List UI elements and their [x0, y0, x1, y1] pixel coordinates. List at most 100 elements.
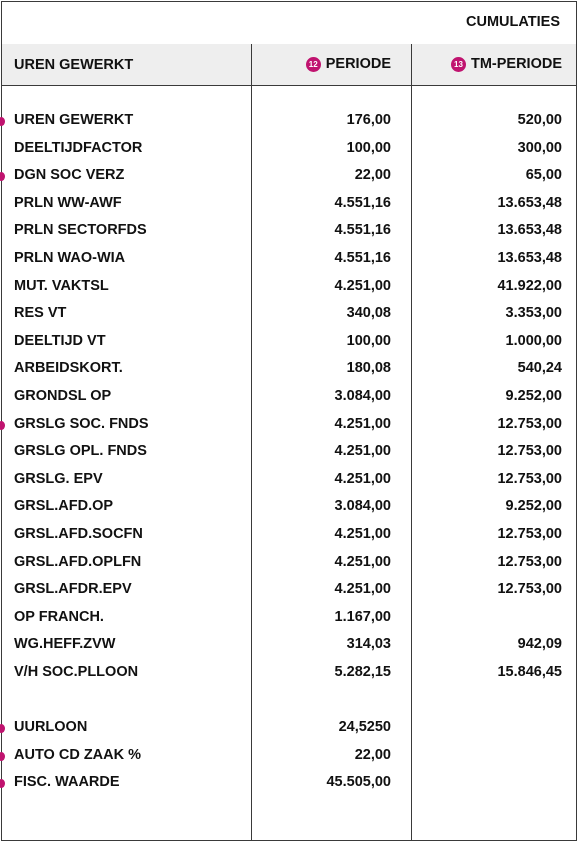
- top-header-row: CUMULATIES: [2, 2, 576, 45]
- row-marker-icon: [0, 779, 5, 788]
- period-number-badge: 12: [305, 56, 321, 72]
- row-periode-value: 4.251,00: [334, 416, 391, 432]
- column-divider: [411, 44, 412, 840]
- row-label: ARBEIDSKORT.: [14, 360, 123, 376]
- column-header-tm-periode-text: TM-PERIODE: [470, 56, 562, 72]
- row-label: PRLN SECTORFDS: [14, 222, 147, 238]
- row-tm-periode-value: 540,24: [517, 360, 562, 376]
- table-row: WG.HEFF.ZVW 314,03 942,09: [2, 636, 576, 656]
- row-periode-value: 4.251,00: [334, 471, 391, 487]
- row-tm-periode-value: 12.753,00: [497, 526, 562, 542]
- table-row: DGN SOC VERZ 22,00 65,00: [0, 167, 576, 187]
- row-label: GRSLG OPL. FNDS: [14, 443, 147, 459]
- table-row: DEELTIJDFACTOR 100,00 300,00: [2, 140, 576, 160]
- row-tm-periode-value: 12.753,00: [497, 443, 562, 459]
- row-tm-periode-value: 1.000,00: [505, 333, 562, 349]
- row-periode-value: 22,00: [354, 747, 391, 763]
- row-periode-value: 176,00: [346, 112, 391, 128]
- row-label: GRSLG SOC. FNDS: [14, 416, 149, 432]
- row-label: UREN GEWERKT: [14, 112, 134, 128]
- row-tm-periode-value: 12.753,00: [497, 581, 562, 597]
- row-marker-icon: [0, 421, 5, 430]
- row-label: GRSL.AFD.SOCFN: [14, 526, 143, 542]
- row-tm-periode-value: 13.653,48: [497, 250, 562, 266]
- row-periode-value: 4.551,16: [334, 195, 391, 211]
- column-header-tm-periode: 13 TM-PERIODE: [450, 56, 562, 72]
- row-periode-value: 100,00: [346, 140, 391, 156]
- row-periode-value: 4.251,00: [334, 526, 391, 542]
- row-tm-periode-value: 9.252,00: [505, 498, 562, 514]
- table-row: GRSLG OPL. FNDS 4.251,00 12.753,00: [2, 443, 576, 463]
- table-row: PRLN WAO-WIA 4.551,16 13.653,48: [2, 250, 576, 270]
- row-label: GRSLG. EPV: [14, 471, 103, 487]
- row-label: UURLOON: [14, 719, 88, 735]
- row-tm-periode-value: 15.846,45: [497, 664, 562, 680]
- row-label: AUTO CD ZAAK %: [14, 747, 142, 763]
- row-periode-value: 24,5250: [338, 719, 391, 735]
- table-row: UURLOON 24,5250: [0, 719, 576, 739]
- row-periode-value: 100,00: [346, 333, 391, 349]
- row-periode-value: 3.084,00: [334, 388, 391, 404]
- table-row: GRSL.AFDR.EPV 4.251,00 12.753,00: [2, 581, 576, 601]
- row-periode-value: 340,08: [346, 305, 391, 321]
- table-row: AUTO CD ZAAK % 22,00: [0, 747, 576, 767]
- row-periode-value: 180,08: [346, 360, 391, 376]
- row-periode-value: 4.251,00: [334, 554, 391, 570]
- row-tm-periode-value: 520,00: [517, 112, 562, 128]
- table-row: GRONDSL OP 3.084,00 9.252,00: [2, 388, 576, 408]
- row-periode-value: 4.251,00: [334, 443, 391, 459]
- table-row: FISC. WAARDE 45.505,00: [0, 774, 576, 794]
- table-row: MUT. VAKTSL 4.251,00 41.922,00: [2, 278, 576, 298]
- tm-period-number-badge: 13: [450, 56, 466, 72]
- row-tm-periode-value: 300,00: [517, 140, 562, 156]
- row-label: OP FRANCH.: [14, 609, 104, 625]
- row-label: GRSL.AFD.OPLFN: [14, 554, 142, 570]
- table-row: GRSL.AFD.OPLFN 4.251,00 12.753,00: [2, 554, 576, 574]
- column-header-label: UREN GEWERKT: [14, 57, 134, 73]
- row-label: MUT. VAKTSL: [14, 278, 109, 294]
- row-tm-periode-value: 13.653,48: [497, 195, 562, 211]
- table-row: V/H SOC.PLLOON 5.282,15 15.846,45: [2, 664, 576, 684]
- column-header-periode: 12 PERIODE: [305, 56, 391, 72]
- row-periode-value: 22,00: [354, 167, 391, 183]
- row-label: FISC. WAARDE: [14, 774, 120, 790]
- column-header-periode-text: PERIODE: [325, 56, 391, 72]
- row-periode-value: 5.282,15: [334, 664, 391, 680]
- row-periode-value: 4.251,00: [334, 581, 391, 597]
- table-row: GRSL.AFD.OP 3.084,00 9.252,00: [2, 498, 576, 518]
- row-periode-value: 4.551,16: [334, 250, 391, 266]
- row-label: DEELTIJDFACTOR: [14, 140, 143, 156]
- table-row: GRSLG SOC. FNDS 4.251,00 12.753,00: [0, 416, 576, 436]
- row-label: DEELTIJD VT: [14, 333, 106, 349]
- row-tm-periode-value: 41.922,00: [497, 278, 562, 294]
- row-periode-value: 3.084,00: [334, 498, 391, 514]
- row-label: PRLN WAO-WIA: [14, 250, 126, 266]
- table-row: PRLN SECTORFDS 4.551,16 13.653,48: [2, 222, 576, 242]
- row-tm-periode-value: 3.353,00: [505, 305, 562, 321]
- row-label: GRSL.AFD.OP: [14, 498, 114, 514]
- table-row: ARBEIDSKORT. 180,08 540,24: [2, 360, 576, 380]
- row-marker-icon: [0, 752, 5, 761]
- row-tm-periode-value: 13.653,48: [497, 222, 562, 238]
- row-tm-periode-value: 65,00: [525, 167, 562, 183]
- row-tm-periode-value: 12.753,00: [497, 554, 562, 570]
- row-label: WG.HEFF.ZVW: [14, 636, 116, 652]
- table-row: GRSLG. EPV 4.251,00 12.753,00: [2, 471, 576, 491]
- column-header-row: UREN GEWERKT 12 PERIODE 13 TM-PERIODE: [2, 44, 576, 86]
- row-marker-icon: [0, 117, 5, 126]
- row-periode-value: 314,03: [346, 636, 391, 652]
- table-row: GRSL.AFD.SOCFN 4.251,00 12.753,00: [2, 526, 576, 546]
- table-row: OP FRANCH. 1.167,00: [2, 609, 576, 629]
- row-periode-value: 4.551,16: [334, 222, 391, 238]
- row-tm-periode-value: 12.753,00: [497, 416, 562, 432]
- row-marker-icon: [0, 724, 5, 733]
- row-tm-periode-value: 12.753,00: [497, 471, 562, 487]
- table-row: DEELTIJD VT 100,00 1.000,00: [2, 333, 576, 353]
- row-periode-value: 1.167,00: [334, 609, 391, 625]
- row-label: PRLN WW-AWF: [14, 195, 122, 211]
- row-label: DGN SOC VERZ: [14, 167, 125, 183]
- table-row: PRLN WW-AWF 4.551,16 13.653,48: [2, 195, 576, 215]
- table-row: UREN GEWERKT 176,00 520,00: [0, 112, 576, 132]
- cumulaties-title: CUMULATIES: [466, 14, 560, 30]
- row-label: GRONDSL OP: [14, 388, 112, 404]
